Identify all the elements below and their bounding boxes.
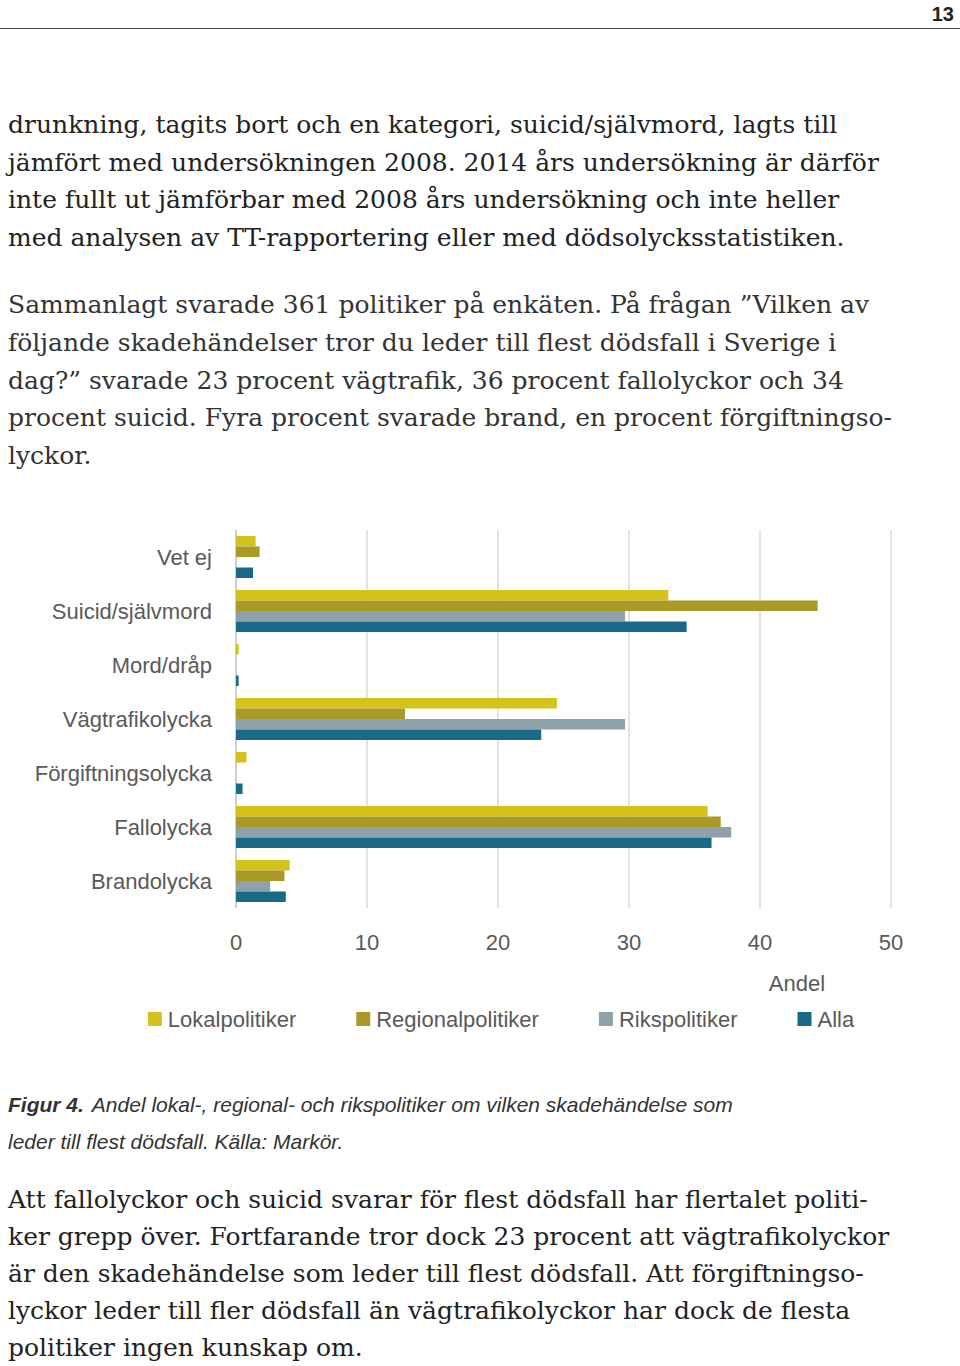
- bar: [236, 622, 687, 633]
- caption-label: Figur 4.: [8, 1093, 84, 1116]
- bar: [236, 806, 708, 817]
- grid-line: [759, 530, 761, 908]
- body-text-line: Att fallolyckor och suicid svarar för fl…: [7, 1185, 868, 1214]
- body-text-line: med analysen av TT-rapportering eller me…: [8, 223, 845, 252]
- category-label: Vet ej: [157, 545, 212, 570]
- tick-label: 50: [879, 930, 903, 955]
- body-text-line: inte fullt ut jämförbar med 2008 års und…: [8, 185, 839, 214]
- bar: [236, 547, 260, 558]
- tick-label: 30: [617, 930, 641, 955]
- bar: [236, 655, 237, 666]
- axis-title: Andel: [769, 971, 825, 996]
- bar: [236, 881, 270, 892]
- body-text-line: lyckor.: [8, 441, 91, 470]
- body-text-line: dag?” svarade 23 procent vägtrafik, 36 p…: [8, 366, 844, 395]
- body-text-line: procent suicid. Fyra procent svarade bra…: [8, 403, 892, 432]
- category-label: Suicid/självmord: [52, 599, 212, 624]
- bar: [236, 730, 541, 741]
- page-background: [0, 0, 960, 1366]
- body-text-line: följande skadehändelser tror du leder ti…: [8, 328, 836, 357]
- bar: [236, 752, 246, 763]
- legend-label: Lokalpolitiker: [168, 1007, 296, 1032]
- bar: [236, 601, 818, 612]
- category-label: Mord/dråp: [112, 653, 212, 678]
- bar: [236, 611, 625, 622]
- tick-label: 0: [230, 930, 242, 955]
- caption-line: Figur 4. Andel lokal-, regional- och riks…: [8, 1093, 733, 1116]
- bar: [236, 709, 405, 720]
- bar: [236, 838, 712, 849]
- bar: [236, 784, 243, 795]
- chart: Vet ej Suicid/självmord Mord/dråp Vägtrafik…: [35, 530, 904, 1032]
- body-text-line: jämfört med undersökningen 2008. 2014 år…: [5, 148, 879, 177]
- legend-swatch: [599, 1012, 613, 1026]
- caption-line: leder till flest dödsfall. Källa: Markör…: [8, 1130, 343, 1153]
- page-number: 13: [932, 3, 954, 25]
- legend-swatch: [356, 1012, 370, 1026]
- body-text-line: Sammanlagt svarade 361 politiker på enkä…: [8, 290, 870, 319]
- bar: [236, 817, 721, 828]
- body-text-line: politiker ingen kunskap om.: [8, 1333, 363, 1362]
- bar: [236, 763, 237, 774]
- legend-label: Alla: [817, 1007, 854, 1032]
- legend-label: Rikspolitiker: [619, 1007, 738, 1032]
- bar: [236, 590, 668, 601]
- body-text-line: ker grepp över. Fortfarande tror dock 23…: [8, 1222, 889, 1251]
- bar: [236, 827, 731, 838]
- body-text-line: lyckor leder till fler dödsfall än vägtr…: [8, 1296, 850, 1325]
- tick-label: 20: [486, 930, 510, 955]
- bar: [236, 719, 625, 730]
- bar: [236, 557, 237, 568]
- tick-label: 10: [355, 930, 379, 955]
- bar: [236, 860, 290, 871]
- bar: [236, 676, 239, 687]
- body-text-line: drunkning, tagits bort och en kategori, …: [8, 110, 837, 139]
- category-label: Vägtrafikolycka: [63, 707, 213, 732]
- bar: [236, 892, 286, 903]
- category-label: Fallolycka: [114, 815, 213, 840]
- bar: [236, 644, 239, 655]
- category-label: Förgiftningsolycka: [35, 761, 213, 786]
- legend: Lokalpolitiker Regionalpolitiker Rikspolit…: [148, 1007, 855, 1032]
- header-rule: [0, 28, 960, 29]
- bar: [236, 773, 237, 784]
- grid-line: [890, 530, 892, 908]
- bar: [236, 665, 237, 676]
- legend-swatch: [797, 1012, 811, 1026]
- bar: [236, 698, 557, 709]
- page: 13 drunkning, tagits bort och en kategori…: [0, 0, 960, 1366]
- bars: [236, 536, 818, 902]
- legend-swatch: [148, 1012, 162, 1026]
- category-label: Brandolycka: [91, 869, 213, 894]
- grid-line: [628, 530, 630, 908]
- legend-label: Regionalpolitiker: [376, 1007, 539, 1032]
- bar: [236, 568, 253, 579]
- bar: [236, 871, 284, 882]
- caption-text: Andel lokal-, regional- och rikspolitike…: [90, 1093, 733, 1116]
- body-text-line: är den skadehändelse som leder till fles…: [8, 1259, 864, 1288]
- bar: [236, 536, 256, 547]
- tick-label: 40: [748, 930, 772, 955]
